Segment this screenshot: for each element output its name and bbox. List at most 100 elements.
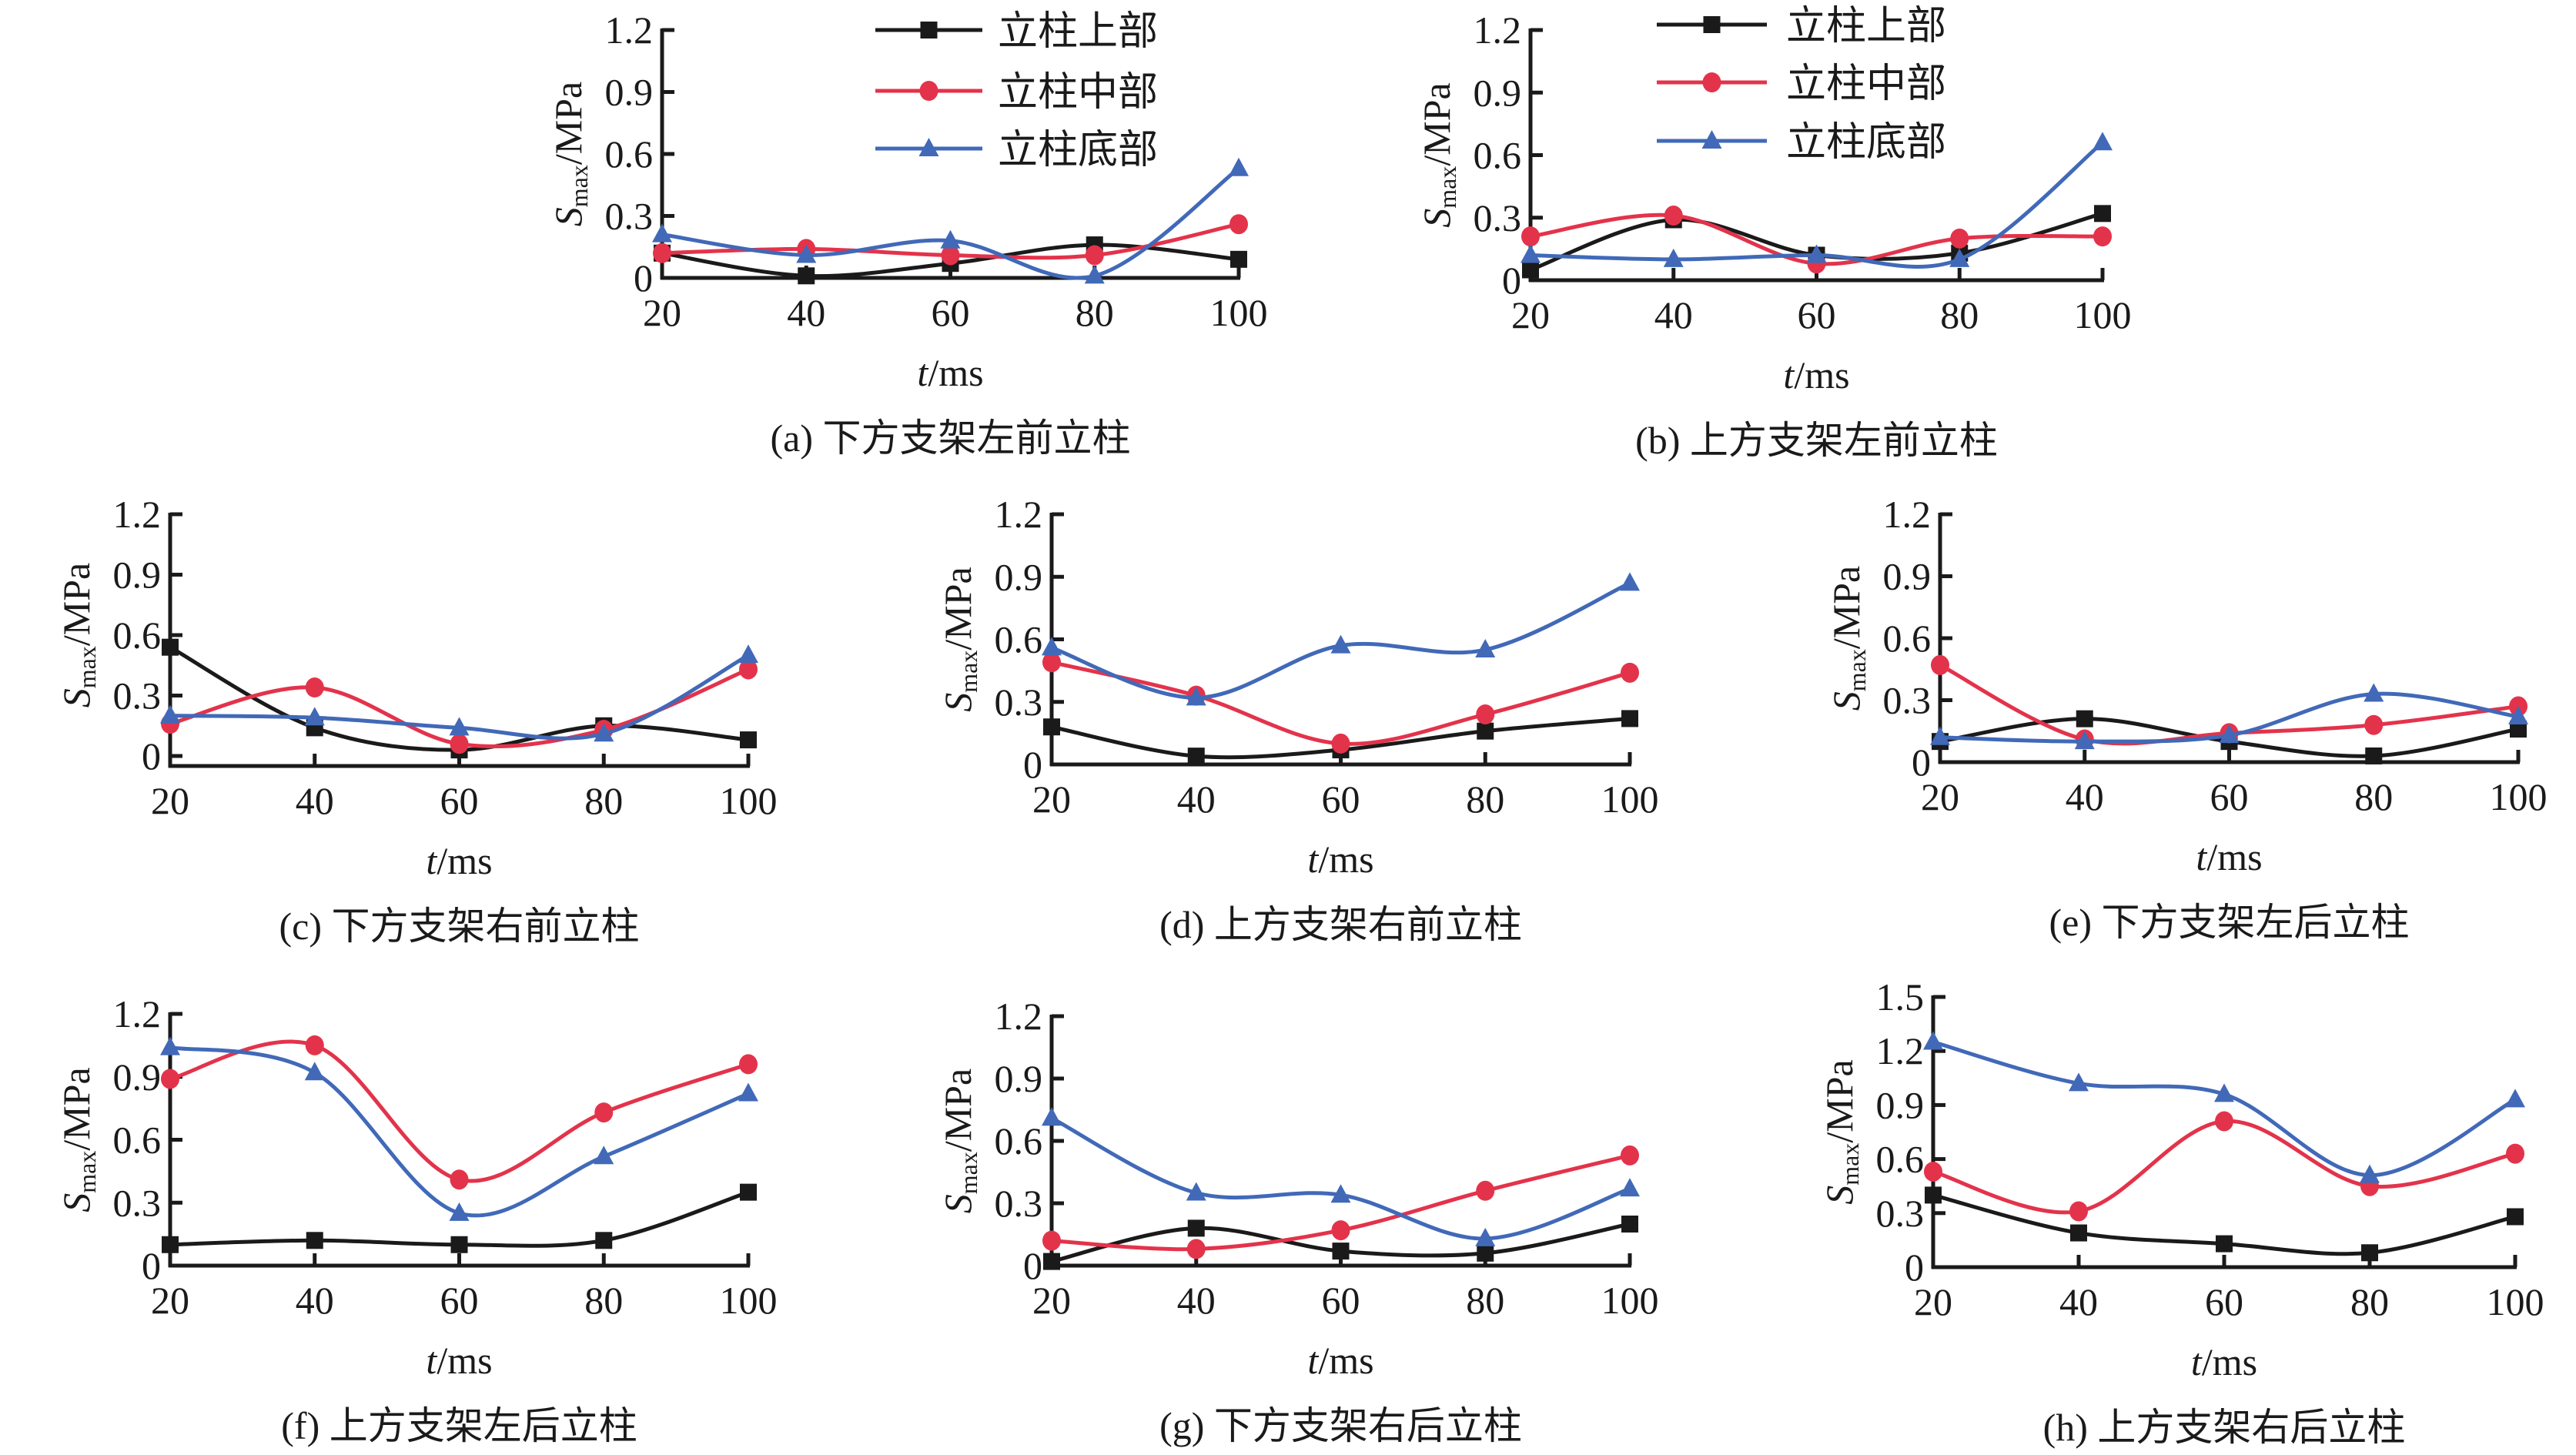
series-line-mid	[1932, 1119, 2516, 1215]
y-tick-label: 1.2	[113, 493, 162, 536]
x-tick-label: 80	[584, 779, 623, 822]
data-point-mid	[941, 245, 960, 266]
x-tick-label: 60	[440, 779, 479, 822]
x-tick-label: 100	[720, 779, 778, 822]
data-point-mid	[739, 1054, 758, 1075]
x-tick-label: 20	[1032, 778, 1071, 821]
legend-marker-circle	[1702, 72, 1721, 92]
x-tick-label: 60	[1322, 1279, 1360, 1322]
chart-caption: (f) 上方支架左后立柱	[281, 1404, 637, 1447]
data-point-mid	[1331, 733, 1350, 754]
chart-caption: (d) 上方支架右前立柱	[1159, 903, 1522, 946]
series-mid	[161, 1035, 758, 1190]
x-tick-label: 40	[787, 291, 825, 334]
x-tick-label: 60	[440, 1279, 479, 1322]
y-tick-label: 0.3	[995, 681, 1043, 724]
series-bottom	[652, 157, 1249, 284]
data-point-bottom	[1949, 248, 1970, 267]
y-tick-label: 1.5	[1876, 975, 1925, 1018]
data-point-mid	[594, 1102, 614, 1123]
series-bottom	[1923, 1031, 2525, 1183]
data-point-bottom	[1620, 1178, 1640, 1197]
series-mid	[1924, 1111, 2524, 1222]
x-tick-label: 100	[1601, 1279, 1659, 1322]
x-tick-label: 80	[1076, 291, 1114, 334]
series-top	[162, 1183, 757, 1253]
data-point-mid	[1521, 226, 1540, 247]
legend-item-top: 立柱上部	[875, 10, 1158, 54]
data-point-top	[595, 1232, 613, 1249]
chart-panel-f: 0 0.3 0.6 0.9 1.2 20 40 60 80 100 Smax/MPa t/ms (f) …	[55, 992, 778, 1447]
x-tick-label: 100	[2074, 293, 2132, 336]
data-point-mid	[1664, 206, 1683, 226]
data-point-mid	[2215, 1111, 2233, 1132]
y-tick-label: 1.2	[113, 992, 162, 1035]
data-point-top	[1187, 748, 1205, 765]
y-tick-label: 0.9	[113, 554, 162, 597]
x-tick-label: 20	[1921, 775, 1959, 818]
x-tick-label: 100	[2487, 1280, 2544, 1323]
y-tick-label: 0.3	[1876, 1192, 1925, 1235]
y-axis-title: Smax/MPa	[547, 82, 593, 226]
data-point-mid	[1042, 652, 1061, 673]
data-point-bottom	[940, 229, 961, 249]
y-tick-label: 0	[1502, 259, 1521, 302]
data-point-mid	[2093, 226, 2112, 247]
x-tick-label: 20	[151, 779, 189, 822]
series-top	[1925, 1186, 2524, 1262]
y-tick-label: 0	[1912, 741, 1931, 784]
x-tick-label: 80	[2350, 1280, 2389, 1323]
data-point-mid	[2364, 714, 2384, 735]
data-point-bottom	[1930, 726, 1950, 745]
data-point-top	[1477, 1244, 1494, 1262]
series-bottom	[1521, 132, 2113, 269]
y-tick-label: 0.6	[1876, 1138, 1925, 1181]
chart-caption: (c) 下方支架右前立柱	[279, 905, 640, 948]
series-mid	[1042, 652, 1639, 754]
data-point-top	[2510, 721, 2527, 738]
y-tick-label: 0.3	[113, 1181, 162, 1224]
data-point-mid	[739, 659, 758, 680]
legend-label: 立柱上部	[1786, 5, 1946, 48]
data-point-bottom	[1186, 687, 1206, 706]
data-point-mid	[161, 1069, 179, 1089]
x-tick-label: 80	[2354, 775, 2393, 818]
data-point-top	[2094, 205, 2111, 222]
y-tick-label: 0	[142, 734, 161, 778]
data-point-bottom	[449, 717, 470, 736]
legend-marker-circle	[919, 81, 938, 101]
x-tick-label: 60	[1322, 778, 1360, 821]
data-point-bottom	[1229, 157, 1249, 176]
y-tick-label: 0.6	[1474, 134, 1522, 177]
y-tick-label: 0	[142, 1244, 161, 1287]
data-point-mid	[1476, 1180, 1495, 1201]
x-axis-title: t/ms	[1307, 838, 1373, 881]
data-point-bottom	[2508, 705, 2528, 724]
x-axis-title: t/ms	[2191, 1340, 2257, 1383]
x-tick-label: 80	[1466, 778, 1504, 821]
data-point-mid	[1085, 245, 1104, 266]
data-point-mid	[1331, 1220, 1350, 1241]
y-tick-label: 0.9	[1883, 555, 1932, 598]
x-axis-title: t/ms	[426, 1339, 492, 1382]
legend-marker-triangle	[1701, 130, 1722, 149]
data-point-mid	[450, 734, 469, 754]
series-bottom	[1042, 572, 1640, 706]
y-axis-title: Smax/MPa	[1818, 1059, 1864, 1204]
x-tick-label: 60	[1798, 293, 1836, 336]
data-point-mid	[1924, 1161, 1942, 1182]
legend-label: 立柱中部	[998, 71, 1158, 115]
data-point-top	[740, 731, 757, 749]
data-point-top	[1043, 1253, 1060, 1270]
data-point-top	[1230, 250, 1247, 268]
data-point-mid	[653, 242, 671, 263]
data-point-top	[2507, 1208, 2524, 1226]
data-point-top	[740, 1183, 757, 1201]
x-tick-label: 60	[2205, 1280, 2243, 1323]
data-point-top	[306, 1232, 323, 1249]
x-tick-label: 40	[2059, 1280, 2098, 1323]
data-point-bottom	[1663, 248, 1684, 267]
chart-panel-c: 0 0.3 0.6 0.9 1.2 20 40 60 80 100 Smax/MPa t/ms (c) …	[55, 493, 778, 948]
